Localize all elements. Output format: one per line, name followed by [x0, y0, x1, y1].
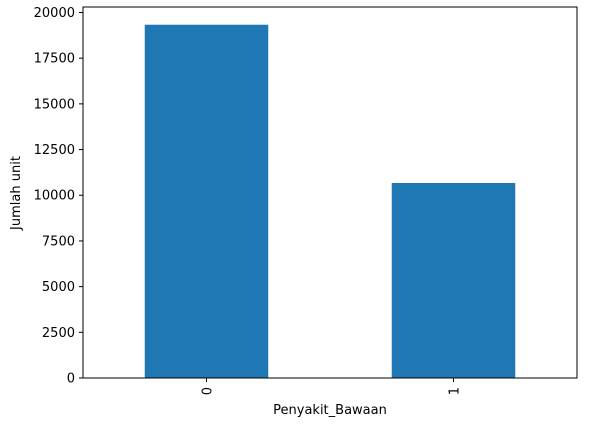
y-tick-label-0: 0	[67, 372, 75, 387]
x-axis-label: Penyakit_Bawaan	[273, 403, 387, 418]
bar-1	[391, 183, 516, 378]
y-tick-label-2500: 2500	[42, 326, 75, 341]
y-tick-label-20000: 20000	[34, 6, 75, 21]
bars-layer	[144, 24, 516, 378]
x-tick-label-0: 0	[201, 387, 216, 395]
plot-frame	[82, 6, 578, 379]
bar-0	[144, 24, 269, 378]
y-tick-label-12500: 12500	[34, 143, 75, 158]
y-tick-label-15000: 15000	[34, 97, 75, 112]
y-tick-label-5000: 5000	[42, 280, 75, 295]
y-tick-label-10000: 10000	[34, 189, 75, 204]
y-tick-label-17500: 17500	[34, 52, 75, 67]
x-tick-label-1: 1	[448, 387, 463, 395]
y-tick-label-7500: 7500	[42, 234, 75, 249]
y-axis: 0 2500 5000 7500 10000 12500 15000 17500 20000	[34, 6, 83, 387]
y-axis-label: Jumlah unit	[9, 156, 24, 231]
